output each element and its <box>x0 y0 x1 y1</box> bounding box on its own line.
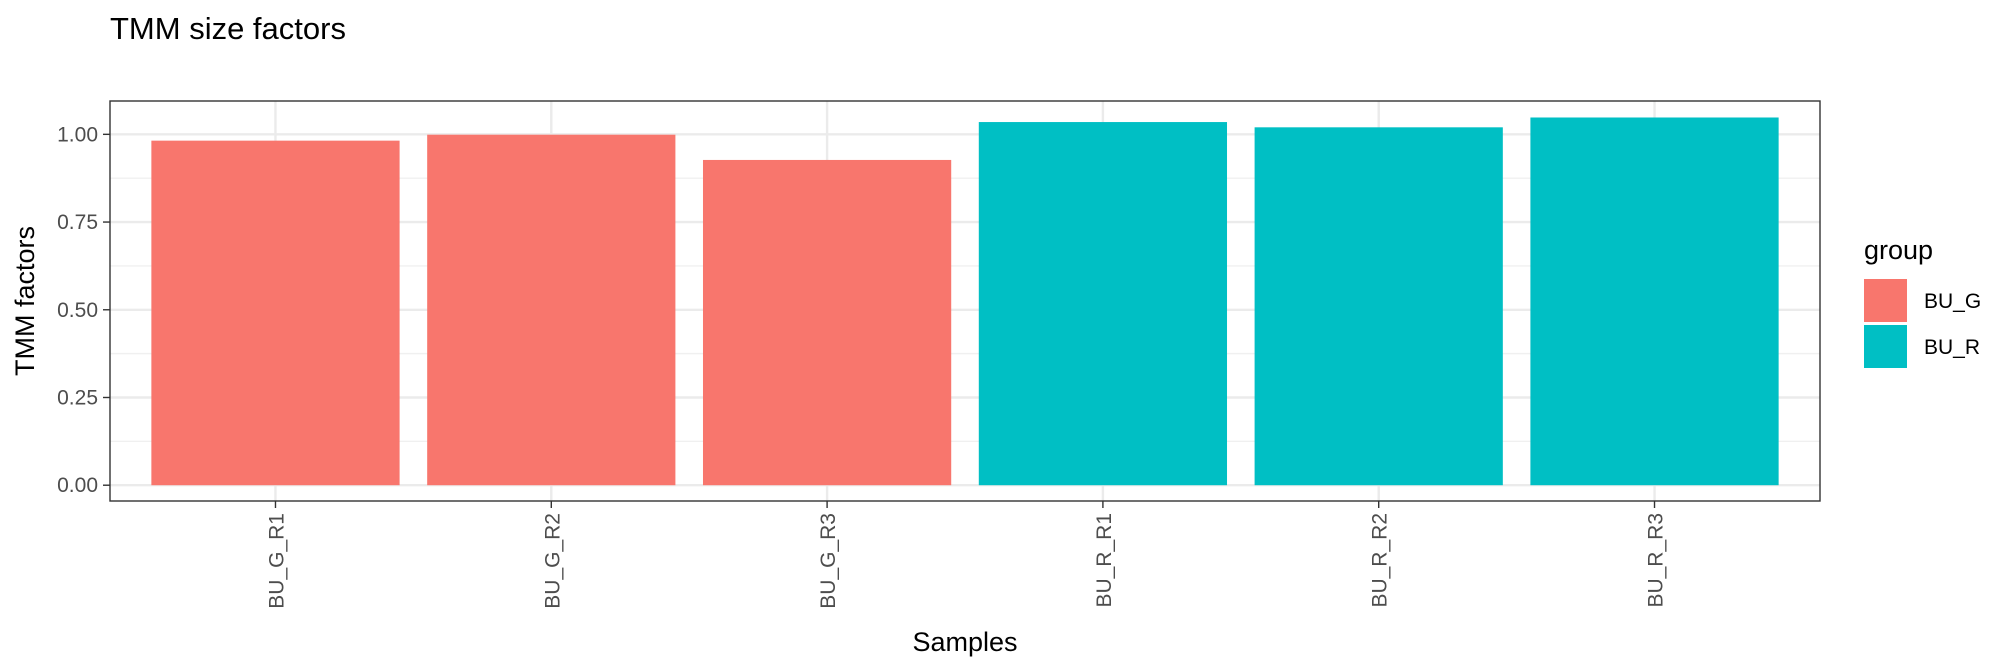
legend-label: BU_R <box>1924 336 1980 359</box>
legend-key-bu-g <box>1864 279 1907 322</box>
x-tick-label: BU_R_R2 <box>1369 513 1392 608</box>
bar-bu-r-r1 <box>978 122 1228 486</box>
y-tick-label: 0.75 <box>57 211 98 234</box>
x-tick-label: BU_G_R2 <box>541 513 564 609</box>
y-axis: 0.00 0.25 0.50 0.75 1.00 <box>57 123 110 497</box>
legend-label: BU_G <box>1924 290 1981 313</box>
x-tick-label: BU_G_R1 <box>265 513 288 609</box>
x-axis: BU_G_R1 BU_G_R2 BU_G_R3 BU_R_R1 BU_R_R2 BU_R_… <box>265 501 1668 609</box>
bar-bu-r-r3 <box>1530 117 1779 486</box>
bars <box>151 117 1779 486</box>
bar-bu-g-r3 <box>702 159 952 486</box>
y-tick-label: 0.50 <box>57 299 98 322</box>
y-tick-label: 0.00 <box>57 474 98 497</box>
legend-title: group <box>1864 235 1933 265</box>
x-tick-label: BU_G_R3 <box>817 513 840 609</box>
legend-entries: BU_G BU_R <box>1864 279 1981 368</box>
x-tick-label: BU_R_R3 <box>1645 513 1668 608</box>
y-axis-title: TMM factors <box>10 226 40 376</box>
y-tick-label: 0.25 <box>57 386 98 409</box>
plot-panel-border <box>109 100 1821 502</box>
bar-bu-g-r1 <box>151 140 400 486</box>
plot-panel <box>109 100 1821 502</box>
x-tick-label: BU_R_R1 <box>1093 513 1116 608</box>
bar-bu-g-r2 <box>427 134 676 486</box>
legend-key-bu-r <box>1864 325 1907 368</box>
legend: group BU_G BU_R <box>1864 235 1981 368</box>
y-tick-label: 1.00 <box>57 123 98 146</box>
x-axis-title: Samples <box>912 627 1017 657</box>
bar-bu-r-r2 <box>1254 127 1503 486</box>
chart-title: TMM size factors <box>110 11 346 46</box>
